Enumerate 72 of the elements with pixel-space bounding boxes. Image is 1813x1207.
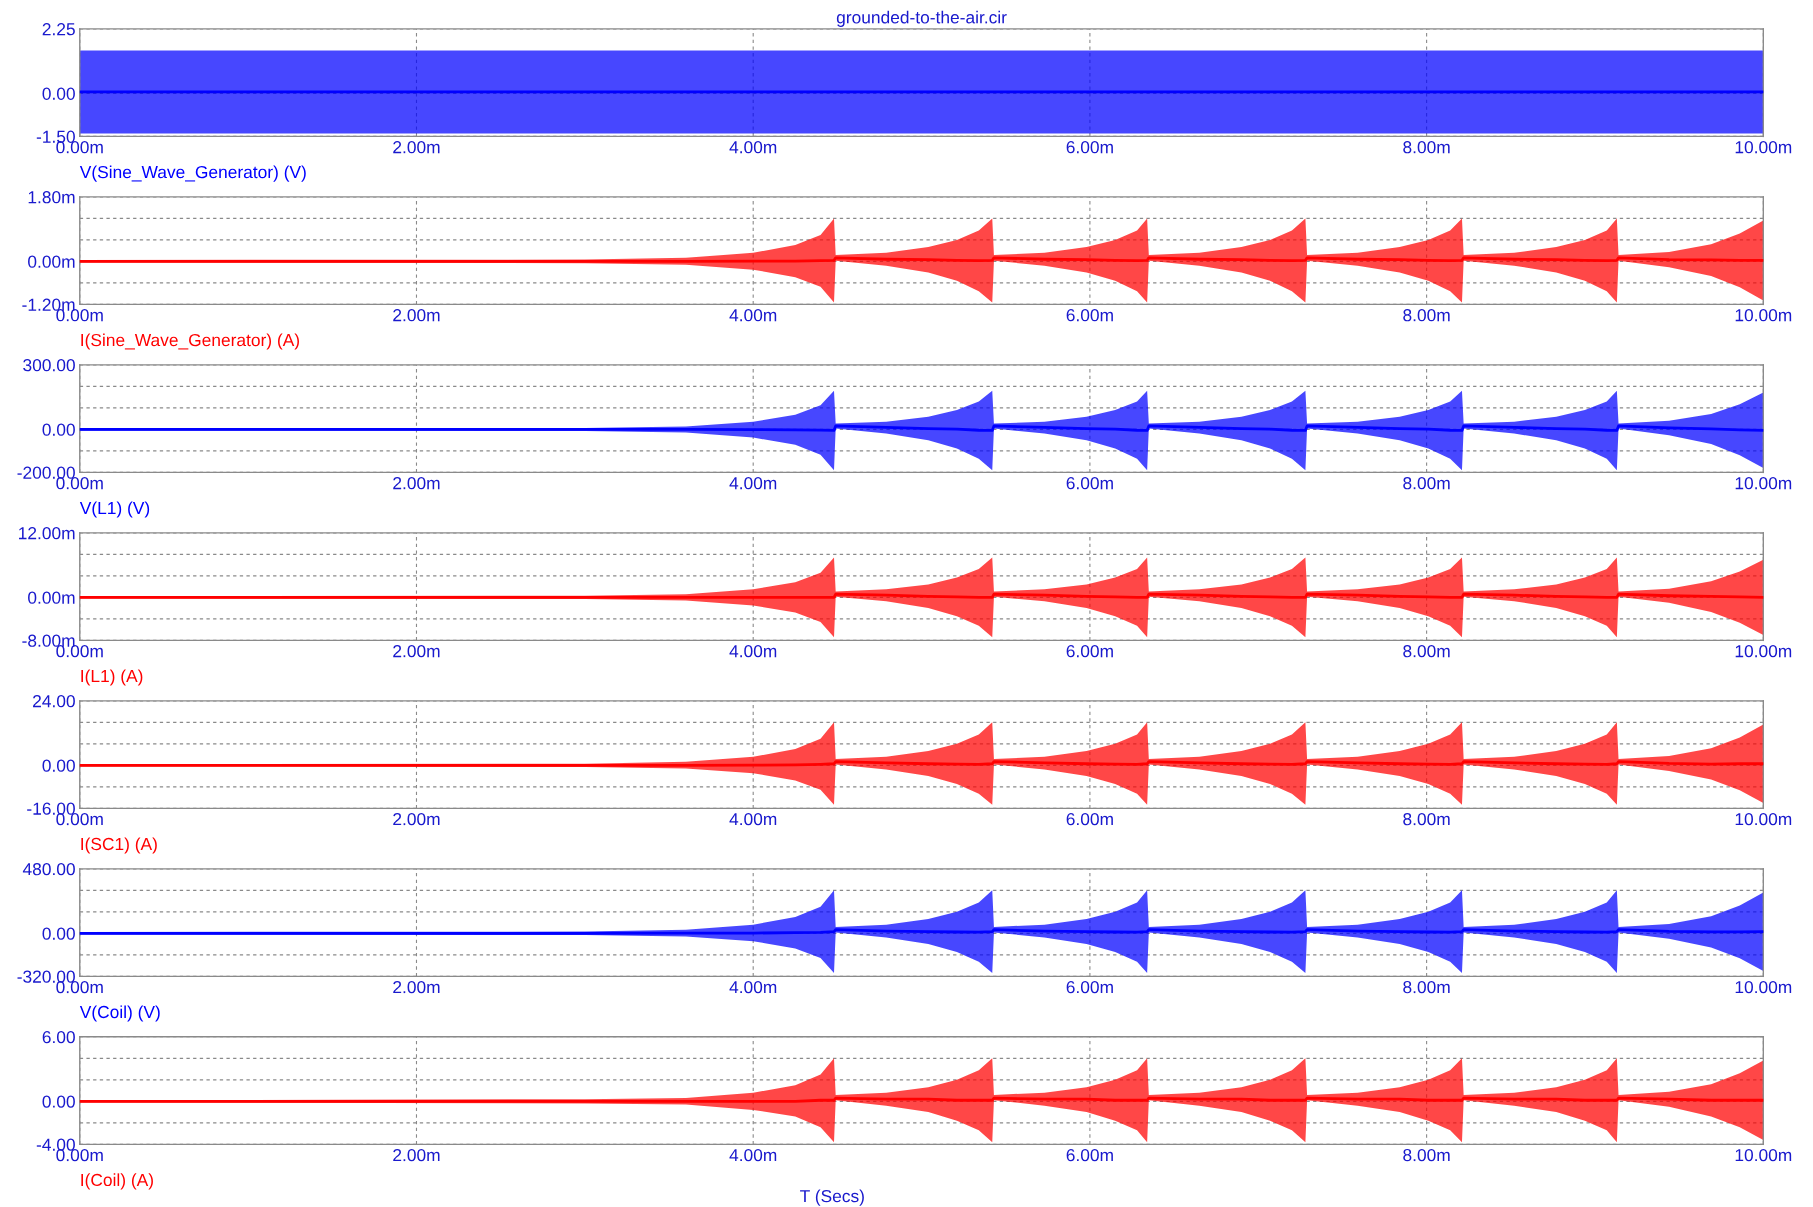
x-tick-label: 2.00m [393,645,440,658]
x-tick-label: 10.00m [1735,645,1792,658]
text: V(L1) (V) [79,501,150,518]
x-tick-label: 4.00m [729,980,777,994]
x-tick-label: 8.00m [1403,812,1450,826]
y-tick-label: -1.50 [36,130,75,143]
y-tick-label: 0.00 [42,927,75,940]
x-tick-label: 4.00m [729,477,777,490]
x-tick-label: 0.00m [56,645,103,658]
x-tick-label: 6.00m [1066,477,1113,490]
x-tick-label: 0.00m [56,980,103,994]
y-tick-label: 0.00 [42,1095,75,1108]
y-tick-label: 0.00m [28,255,75,268]
x-tick-label: 4.00m [729,141,777,154]
text: V(Coil) (V) [79,1005,160,1022]
y-tick-label: -200.00 [17,466,75,479]
y-tick-label: 300.00 [23,359,75,372]
x-tick-label: 10.00m [1735,309,1792,322]
text: V(Sine_Wave_Generator) (V) [79,165,306,182]
y-tick-label: -1.20m [22,298,75,311]
x-tick-label: 6.00m [1066,309,1113,322]
x-tick-label: 10.00m [1735,812,1792,826]
x-tick-label: 6.00m [1066,141,1113,154]
x-tick-label: 8.00m [1403,309,1450,322]
x-tick-label: 0.00m [56,1148,103,1162]
x-tick-label: 8.00m [1403,141,1450,154]
y-tick-label: 0.00 [42,423,75,436]
y-tick-label: 0.00 [42,87,75,100]
x-tick-label: 10.00m [1735,141,1792,154]
y-tick-label: 480.00 [22,863,75,876]
x-tick-label: 4.00m [729,1148,777,1162]
x-tick-label: 4.00m [729,309,777,322]
text: I(L1) (A) [81,669,143,686]
y-tick-label: -8.00m [22,634,75,647]
x-tick-label: 2.00m [393,812,440,826]
y-tick-label: 0.00m [28,591,75,604]
x-tick-label: 10.00m [1735,477,1792,490]
x-tick-label: 10.00m [1735,980,1792,994]
x-tick-label: 0.00m [56,141,103,154]
x-tick-label: 2.00m [393,477,440,490]
x-tick-label: 6.00m [1066,980,1113,994]
y-tick-label: -4.00 [36,1138,75,1151]
x-axis-title: T (Secs) [800,1189,864,1206]
x-tick-label: 2.00m [393,1148,440,1162]
x-tick-label: 4.00m [729,812,777,826]
text: I(Coil) (A) [81,1173,153,1190]
y-tick-label: 2.25 [42,23,75,36]
x-tick-label: 2.00m [393,141,440,154]
chart-title: grounded-to-the-air.cir [836,10,1007,27]
y-tick-label: 24.00 [33,695,75,708]
y-tick-label: -16.00 [27,802,75,815]
x-tick-label: 0.00m [56,477,103,490]
x-tick-label: 8.00m [1403,477,1450,490]
y-tick-label: 12.00m [19,527,75,540]
x-tick-label: 0.00m [56,309,103,322]
y-tick-label: -320.00 [17,970,75,983]
x-tick-label: 2.00m [393,309,440,322]
text: I(SC1) (A) [81,837,157,854]
x-tick-label: 8.00m [1403,645,1450,658]
x-tick-label: 0.00m [56,812,103,826]
y-tick-label: 0.00 [42,759,75,772]
x-tick-label: 6.00m [1066,645,1113,658]
x-tick-label: 10.00m [1735,1148,1792,1162]
x-tick-label: 6.00m [1066,812,1113,826]
x-tick-label: 4.00m [729,645,777,658]
x-tick-label: 8.00m [1403,1148,1450,1162]
x-tick-label: 2.00m [393,980,440,994]
text: I(Sine_Wave_Generator) (A) [81,333,299,350]
y-tick-label: 1.80m [28,191,75,204]
y-tick-label: 6.00 [42,1030,75,1044]
x-tick-label: 6.00m [1066,1148,1113,1162]
x-tick-label: 8.00m [1403,980,1450,994]
